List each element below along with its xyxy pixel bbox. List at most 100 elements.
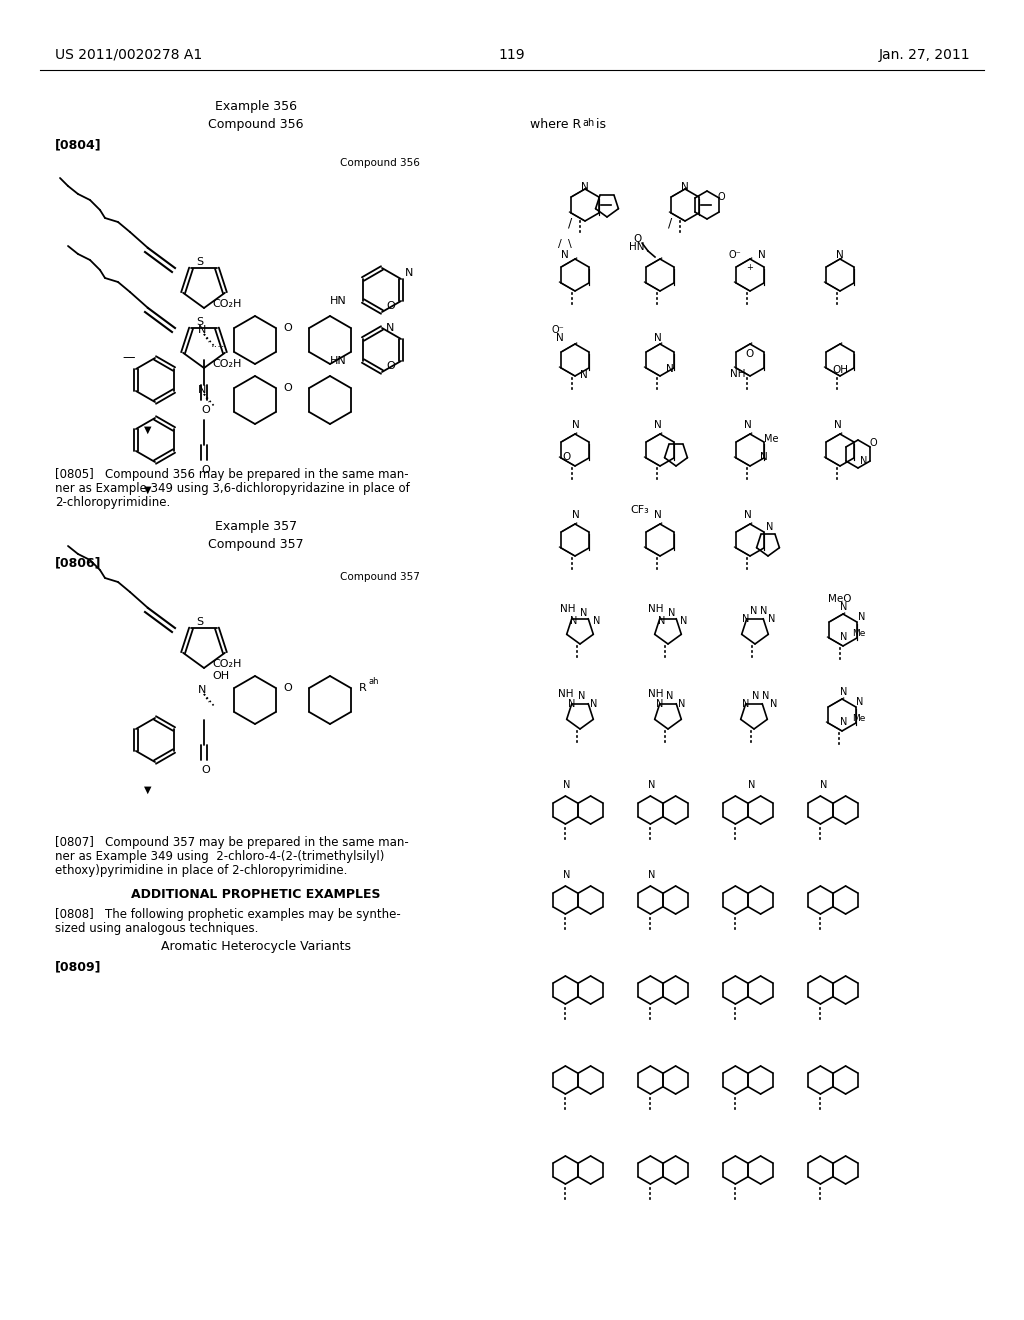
Text: N: N <box>820 780 827 789</box>
Text: N: N <box>568 700 575 709</box>
Text: N: N <box>742 614 750 624</box>
Text: N: N <box>762 690 769 701</box>
Text: ner as Example 349 using 3,6-dichloropyridazine in place of: ner as Example 349 using 3,6-dichloropyr… <box>55 482 410 495</box>
Text: N: N <box>563 780 570 789</box>
Text: N: N <box>572 420 580 430</box>
Text: S: S <box>197 257 204 267</box>
Text: NH: NH <box>648 605 664 614</box>
Text: N: N <box>858 612 865 622</box>
Text: Me: Me <box>852 714 865 723</box>
Text: Compound 356: Compound 356 <box>208 117 304 131</box>
Text: CO₂H: CO₂H <box>212 359 242 370</box>
Text: Aromatic Heterocycle Variants: Aromatic Heterocycle Variants <box>161 940 351 953</box>
Text: HN: HN <box>630 242 645 252</box>
Text: O: O <box>202 465 210 475</box>
Text: N: N <box>760 451 768 462</box>
Text: Compound 357: Compound 357 <box>340 572 420 582</box>
Text: N: N <box>580 370 588 380</box>
Text: N: N <box>654 510 662 520</box>
Text: N: N <box>680 616 687 626</box>
Text: N: N <box>563 870 570 880</box>
Text: N: N <box>766 521 773 532</box>
Text: N: N <box>582 182 589 191</box>
Text: N: N <box>578 690 586 701</box>
Text: O: O <box>284 323 293 333</box>
Text: O: O <box>284 383 293 393</box>
Text: /: / <box>668 216 672 230</box>
Text: R: R <box>358 682 367 693</box>
Text: O: O <box>870 438 878 447</box>
Text: N: N <box>668 609 676 618</box>
Text: O: O <box>745 348 754 359</box>
Text: O⁻: O⁻ <box>552 325 564 335</box>
Text: ....: .... <box>211 339 225 348</box>
Text: N: N <box>198 385 206 395</box>
Text: —: — <box>123 351 135 364</box>
Text: NH: NH <box>648 689 664 700</box>
Text: N: N <box>590 700 597 709</box>
Text: N: N <box>758 249 766 260</box>
Text: NH: NH <box>560 605 575 614</box>
Text: N: N <box>666 690 674 701</box>
Text: S: S <box>197 616 204 627</box>
Text: MeO: MeO <box>828 594 852 605</box>
Text: [0809]: [0809] <box>55 960 101 973</box>
Text: CO₂H: CO₂H <box>212 659 242 669</box>
Text: O: O <box>202 405 210 414</box>
Text: N: N <box>840 632 848 642</box>
Text: ethoxy)pyrimidine in place of 2-chloropyrimidine.: ethoxy)pyrimidine in place of 2-chloropy… <box>55 865 347 876</box>
Text: N: N <box>742 700 750 709</box>
Text: N: N <box>658 616 666 626</box>
Text: N: N <box>678 700 685 709</box>
Text: \: \ <box>568 239 571 249</box>
Text: ▼: ▼ <box>144 425 152 436</box>
Text: ▼: ▼ <box>144 785 152 795</box>
Text: O: O <box>386 360 394 371</box>
Text: +: + <box>746 263 754 272</box>
Text: Example 356: Example 356 <box>215 100 297 114</box>
Text: N: N <box>667 364 674 374</box>
Text: N: N <box>593 616 600 626</box>
Text: N: N <box>748 780 756 789</box>
Text: is: is <box>592 117 606 131</box>
Text: N: N <box>856 697 863 708</box>
Text: N: N <box>768 614 775 624</box>
Text: /: / <box>558 239 562 249</box>
Text: HN: HN <box>330 296 347 306</box>
Text: N: N <box>654 420 662 430</box>
Text: Compound 357: Compound 357 <box>208 539 304 550</box>
Text: N: N <box>760 606 767 616</box>
Text: 119: 119 <box>499 48 525 62</box>
Text: N: N <box>406 268 414 279</box>
Text: N: N <box>656 700 664 709</box>
Text: Me: Me <box>852 630 865 638</box>
Text: ah: ah <box>582 117 594 128</box>
Text: N: N <box>570 616 578 626</box>
Text: N: N <box>648 870 655 880</box>
Text: CO₂H: CO₂H <box>212 300 242 309</box>
Text: N: N <box>840 717 848 727</box>
Text: O: O <box>634 234 642 244</box>
Text: N: N <box>580 609 588 618</box>
Text: N: N <box>198 685 206 696</box>
Text: [0806]: [0806] <box>55 556 101 569</box>
Text: [0808]   The following prophetic examples may be synthe-: [0808] The following prophetic examples … <box>55 908 400 921</box>
Text: N: N <box>561 249 569 260</box>
Text: NH: NH <box>558 689 573 700</box>
Text: Jan. 27, 2011: Jan. 27, 2011 <box>879 48 970 62</box>
Text: N: N <box>752 690 760 701</box>
Text: O: O <box>562 451 570 462</box>
Text: S: S <box>197 317 204 327</box>
Text: N: N <box>681 182 689 191</box>
Text: N: N <box>835 420 842 430</box>
Text: [0805]   Compound 356 may be prepared in the same man-: [0805] Compound 356 may be prepared in t… <box>55 469 409 480</box>
Text: O: O <box>717 191 725 202</box>
Text: OH: OH <box>212 671 229 681</box>
Text: O⁻: O⁻ <box>729 249 741 260</box>
Text: 2-chloropyrimidine.: 2-chloropyrimidine. <box>55 496 170 510</box>
Text: N: N <box>744 420 752 430</box>
Text: ▼: ▼ <box>144 484 152 495</box>
Text: N: N <box>750 606 758 616</box>
Text: N: N <box>648 780 655 789</box>
Text: N: N <box>654 333 662 343</box>
